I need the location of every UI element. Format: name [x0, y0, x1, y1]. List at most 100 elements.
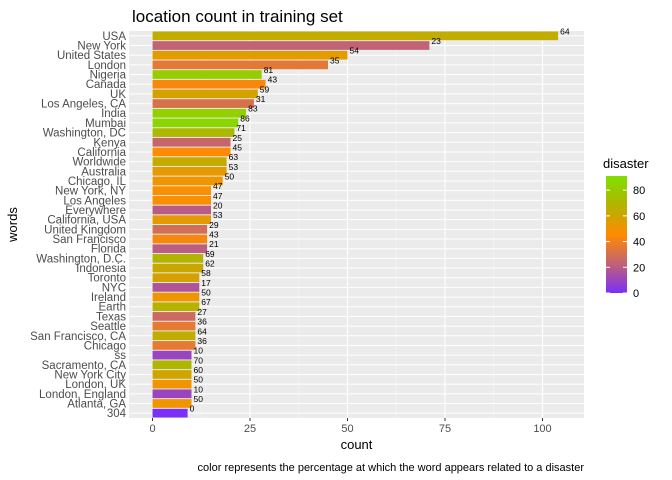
bar [152, 147, 231, 157]
bar-data-label: 70 [194, 355, 204, 365]
bar-data-label: 50 [201, 288, 211, 298]
bar [152, 60, 328, 70]
bar-data-label: 69 [205, 249, 215, 259]
y-tick-label: Washington, DC [43, 128, 126, 140]
bar-data-label: 54 [350, 46, 360, 56]
bar [152, 205, 211, 215]
bar [152, 234, 208, 244]
y-tick-label: Los Angeles [63, 195, 126, 207]
bar [152, 99, 254, 108]
bar [152, 31, 559, 41]
legend-title: disaster [603, 156, 649, 171]
bars [152, 31, 559, 418]
bar [152, 166, 227, 176]
bar-data-label: 64 [197, 326, 207, 336]
bar [152, 50, 348, 60]
bar [152, 224, 208, 234]
data-labels: 6423543581435931838671254563535047472053… [190, 26, 570, 413]
y-tick-label: Ireland [91, 292, 126, 304]
bar-data-label: 62 [205, 259, 215, 269]
bar-data-label: 86 [240, 113, 250, 123]
y-tick-label: 304 [107, 408, 127, 420]
bar-data-label: 63 [229, 152, 239, 162]
bar [152, 408, 188, 418]
x-tick-label: 100 [533, 423, 551, 435]
legend-tick-label: 0 [633, 288, 639, 300]
bar [152, 360, 192, 370]
bar-data-label: 59 [260, 84, 270, 94]
bar-data-label: 45 [233, 142, 243, 152]
y-tick-label: Indonesia [76, 263, 126, 275]
bar-data-label: 29 [209, 220, 219, 230]
y-tick-label: Toronto [88, 273, 126, 285]
legend: disaster 0 20 40 60 80 [603, 156, 649, 300]
bar-data-label: 21 [209, 239, 219, 249]
chart-caption: color represents the percentage at which… [198, 462, 585, 474]
y-tick-label: Earth [99, 302, 127, 314]
y-tick-label: Texas [96, 311, 126, 323]
bar [152, 292, 200, 302]
bar-data-label: 27 [197, 307, 207, 317]
bar-data-label: 50 [194, 375, 204, 385]
bar [152, 244, 208, 254]
bar-data-label: 81 [264, 65, 274, 75]
y-tick-label: Florida [91, 244, 127, 256]
bar [152, 157, 227, 166]
y-tick-label: UK [110, 89, 126, 101]
y-tick-label: London [88, 60, 126, 72]
bar-data-label: 50 [225, 171, 235, 181]
y-tick-label: Sacramento, CA [42, 360, 127, 372]
bar-data-label: 23 [431, 36, 441, 46]
bar-data-label: 71 [236, 123, 246, 133]
bar-data-label: 67 [201, 297, 211, 307]
x-tick-label: 50 [341, 423, 353, 435]
y-tick-label: New York, NY [55, 186, 126, 198]
y-tick-label: Australia [81, 166, 126, 178]
y-tick-label: New York [77, 41, 126, 53]
bar [152, 89, 258, 99]
bar-data-label: 53 [229, 162, 239, 172]
y-tick-label: Los Angeles, CA [41, 99, 126, 111]
bar [152, 128, 235, 137]
y-tick-label: Canada [86, 79, 127, 91]
bar [152, 321, 196, 331]
y-tick-label: London, UK [65, 379, 126, 391]
y-axis-label: words [5, 207, 20, 243]
bar-data-label: 64 [560, 26, 570, 36]
bar-data-label: 50 [194, 394, 204, 404]
bar [152, 176, 223, 186]
y-tick-label: Chicago [84, 340, 126, 352]
y-tick-label: Worldwide [73, 157, 126, 169]
bar-data-label: 58 [201, 268, 211, 278]
bar [152, 195, 211, 205]
bar-data-label: 43 [268, 75, 278, 85]
bar [152, 118, 239, 128]
y-tick-label: San Francisco [52, 234, 126, 246]
bar-data-label: 53 [213, 210, 223, 220]
bar [152, 312, 196, 321]
y-tick-label: United Kingdom [44, 224, 126, 236]
bar-data-label: 10 [194, 384, 204, 394]
x-tick-label: 25 [244, 423, 256, 435]
bar [152, 302, 200, 312]
bar-data-label: 83 [248, 104, 258, 114]
bar-data-label: 31 [256, 94, 266, 104]
bar [152, 254, 204, 263]
y-tick-label: United States [57, 50, 126, 62]
y-tick-label: ss [115, 350, 127, 362]
y-tick-label: USA [102, 31, 126, 43]
y-tick-label: Washington, D.C. [36, 253, 126, 265]
bar-data-label: 35 [330, 55, 340, 65]
bar-data-label: 25 [233, 133, 243, 143]
y-tick-label: Mumbai [85, 118, 126, 130]
bar [152, 283, 200, 292]
bar [152, 215, 211, 225]
x-ticks: 0 25 50 75 100 [149, 418, 552, 435]
y-tick-label: California [77, 147, 126, 159]
legend-ticks: 0 20 40 60 80 [606, 185, 645, 300]
legend-tick-label: 40 [633, 237, 645, 249]
x-axis-label: count [341, 437, 373, 452]
y-tick-label: Everywhere [65, 205, 126, 217]
